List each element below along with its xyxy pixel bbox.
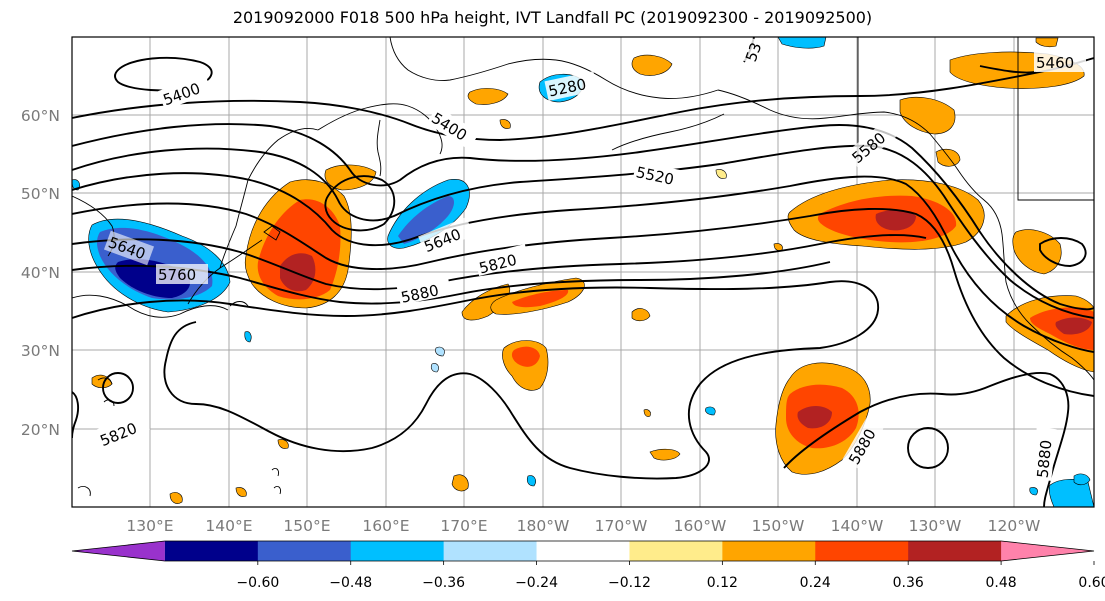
colorbar-segment bbox=[257, 541, 352, 561]
height-contours bbox=[72, 37, 1094, 507]
colorbar-segment bbox=[629, 541, 723, 561]
lon-label: 130°E bbox=[126, 517, 173, 535]
lon-label: 160°W bbox=[674, 517, 727, 535]
colorbar-tick-label: −0.12 bbox=[608, 575, 651, 591]
contour-label: 53 bbox=[742, 40, 765, 64]
contour-label: 5880 bbox=[1034, 439, 1056, 479]
colorbar-tick-label: −0.24 bbox=[515, 575, 558, 591]
contour-labels: 5400 5280 5400 5460 5520 5640 5820 5880 … bbox=[94, 37, 1086, 481]
colorbar-segment bbox=[164, 541, 259, 561]
lon-label: 170°W bbox=[595, 517, 648, 535]
colorbar-segment bbox=[908, 541, 1002, 561]
contour-label: 5760 bbox=[158, 266, 196, 284]
map-title: 2019092000 F018 500 hPa height, IVT Land… bbox=[232, 8, 873, 27]
lon-label: 170°E bbox=[440, 517, 487, 535]
lon-label: 120°W bbox=[988, 517, 1041, 535]
colorbar-tick-label: 0.36 bbox=[893, 575, 924, 591]
colorbar-tick-label: 0.24 bbox=[800, 575, 831, 591]
colorbar bbox=[71, 540, 1095, 562]
lon-label: 130°W bbox=[909, 517, 962, 535]
map-frame bbox=[71, 36, 1095, 508]
longitude-labels: 130°E 140°E 150°E 160°E 170°E 180°W 170°… bbox=[126, 517, 1040, 535]
lon-label: 140°W bbox=[831, 517, 884, 535]
lat-label: 50°N bbox=[21, 185, 60, 203]
contour-label: 5460 bbox=[1036, 54, 1074, 72]
colorbar-segment bbox=[722, 541, 816, 561]
colorbar-tick-label: 0.60 bbox=[1078, 575, 1105, 591]
colorbar-tick-label: 0.48 bbox=[986, 575, 1017, 591]
positive-ivt-shading bbox=[91, 37, 1094, 504]
lat-label: 40°N bbox=[21, 264, 60, 282]
colorbar-segment bbox=[536, 541, 630, 561]
colorbar-tick-label: −0.60 bbox=[236, 575, 279, 591]
colorbar-tick-label: −0.36 bbox=[422, 575, 465, 591]
lat-label: 30°N bbox=[21, 342, 60, 360]
colorbar-segment bbox=[815, 541, 909, 561]
lon-label: 140°E bbox=[205, 517, 252, 535]
latitude-labels: 60°N 50°N 40°N 30°N 20°N bbox=[21, 107, 60, 439]
lat-label: 20°N bbox=[21, 421, 60, 439]
colorbar-segment bbox=[443, 541, 538, 561]
coastlines bbox=[72, 37, 1094, 497]
colorbar-tick-label: 0.12 bbox=[707, 575, 738, 591]
colorbar-segment bbox=[72, 541, 165, 561]
lon-label: 180°W bbox=[517, 517, 570, 535]
colorbar-segment bbox=[350, 541, 445, 561]
colorbar-outline bbox=[71, 540, 1095, 562]
colorbar-segment bbox=[1001, 541, 1094, 561]
lon-label: 160°E bbox=[362, 517, 409, 535]
colorbar-tick-label: −0.48 bbox=[329, 575, 372, 591]
lat-label: 60°N bbox=[21, 107, 60, 125]
lon-label: 150°W bbox=[752, 517, 805, 535]
lon-label: 150°E bbox=[283, 517, 330, 535]
colorbar-tick-labels: −0.60 −0.48 −0.36 −0.24 −0.12 0.12 0.24 0.36 0.4… bbox=[236, 561, 1105, 591]
